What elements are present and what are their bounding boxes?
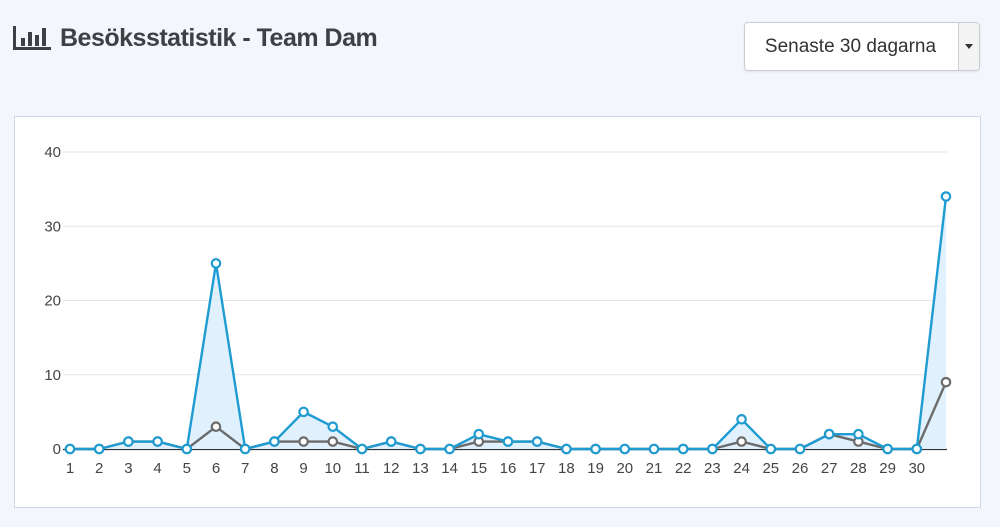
x-tick-label-28: 28 [850, 460, 867, 477]
series-1-point-9 [298, 436, 309, 447]
series-0-point-24 [736, 413, 747, 425]
series-0-point-10 [327, 421, 339, 433]
bar-chart-icon [13, 26, 51, 50]
x-tick-label-1: 1 [66, 460, 74, 477]
series-0-point-23 [707, 443, 718, 455]
series-0-point-9 [298, 406, 309, 418]
series-0-point-28 [853, 428, 864, 440]
x-tick-label-22: 22 [675, 460, 692, 477]
page-title: Besöksstatistik - Team Dam [60, 23, 378, 52]
series-0-point-29 [882, 443, 893, 455]
series-0-point-7 [239, 443, 251, 455]
series-0-point-19 [590, 443, 601, 455]
y-tick-label-30: 30 [44, 218, 61, 235]
y-tick-label-0: 0 [53, 441, 61, 458]
series-0-point-31 [940, 191, 952, 202]
x-tick-label-17: 17 [529, 460, 546, 477]
series-0-point-12 [385, 436, 397, 447]
x-tick-label-4: 4 [153, 460, 161, 477]
series-0-point-6 [210, 258, 222, 269]
series-0-point-13 [415, 443, 426, 455]
series-0-point-15 [473, 428, 485, 440]
x-tick-label-6: 6 [212, 460, 220, 477]
period-select[interactable]: Senaste 30 dagarna [744, 22, 980, 71]
x-tick-label-16: 16 [500, 460, 517, 477]
series-1-point-6 [210, 421, 222, 433]
x-tick-label-23: 23 [704, 460, 721, 477]
series-0-point-18 [561, 443, 572, 455]
series-0-point-22 [677, 443, 689, 455]
x-tick-label-21: 21 [646, 460, 663, 477]
x-tick-label-27: 27 [821, 460, 838, 477]
series-0-point-27 [823, 428, 835, 440]
series-0-area [70, 196, 946, 449]
x-tick-label-25: 25 [762, 460, 779, 477]
chevron-down-icon[interactable] [958, 23, 979, 70]
series-0-point-11 [356, 443, 368, 455]
series-1-point-24 [736, 436, 747, 447]
x-tick-label-9: 9 [299, 460, 307, 477]
period-select-value: Senaste 30 dagarna [764, 35, 937, 57]
series-0-point-5 [181, 443, 193, 455]
x-tick-label-20: 20 [616, 460, 633, 477]
x-tick-label-29: 29 [879, 460, 896, 477]
y-tick-label-20: 20 [44, 293, 61, 310]
series-1-point-31 [940, 376, 952, 388]
x-tick-label-15: 15 [470, 460, 487, 477]
x-tick-label-5: 5 [183, 460, 191, 477]
y-tick-label-40: 40 [44, 144, 61, 161]
header: Besöksstatistik - Team Dam [12, 22, 378, 54]
x-tick-label-26: 26 [792, 460, 809, 477]
series-1-point-10 [327, 436, 339, 447]
x-tick-label-14: 14 [441, 460, 458, 477]
x-tick-label-30: 30 [908, 460, 925, 477]
y-tick-label-10: 10 [44, 367, 61, 384]
series-0-point-20 [619, 443, 631, 455]
x-tick-label-11: 11 [354, 460, 370, 477]
x-tick-label-8: 8 [270, 460, 278, 477]
x-tick-label-24: 24 [733, 460, 750, 477]
x-tick-label-7: 7 [241, 460, 249, 477]
x-tick-label-13: 13 [412, 460, 429, 477]
series-0-point-1 [64, 443, 76, 455]
x-tick-label-10: 10 [324, 460, 341, 477]
series-0-point-2 [93, 443, 105, 455]
x-tick-label-3: 3 [124, 460, 132, 477]
series-0-point-26 [794, 443, 806, 455]
series-0-point-25 [765, 443, 777, 455]
series-0-point-30 [911, 443, 923, 455]
series-0-point-4 [152, 436, 163, 447]
x-tick-label-2: 2 [95, 460, 103, 477]
x-tick-label-12: 12 [383, 460, 400, 477]
x-tick-label-19: 19 [587, 460, 604, 477]
x-tick-label-18: 18 [558, 460, 575, 477]
series-0-point-17 [531, 436, 543, 447]
series-0-point-16 [502, 436, 514, 447]
series-0-point-3 [123, 436, 134, 447]
series-0-point-21 [648, 443, 660, 455]
chart-panel: 0 10 20 30 40 1 2 3 4 5 6 7 8 9 10 11 12 13 14 15 16 17 18 19 20… [14, 116, 981, 508]
series-0-point-14 [444, 443, 455, 455]
series-0-point-8 [269, 436, 280, 447]
